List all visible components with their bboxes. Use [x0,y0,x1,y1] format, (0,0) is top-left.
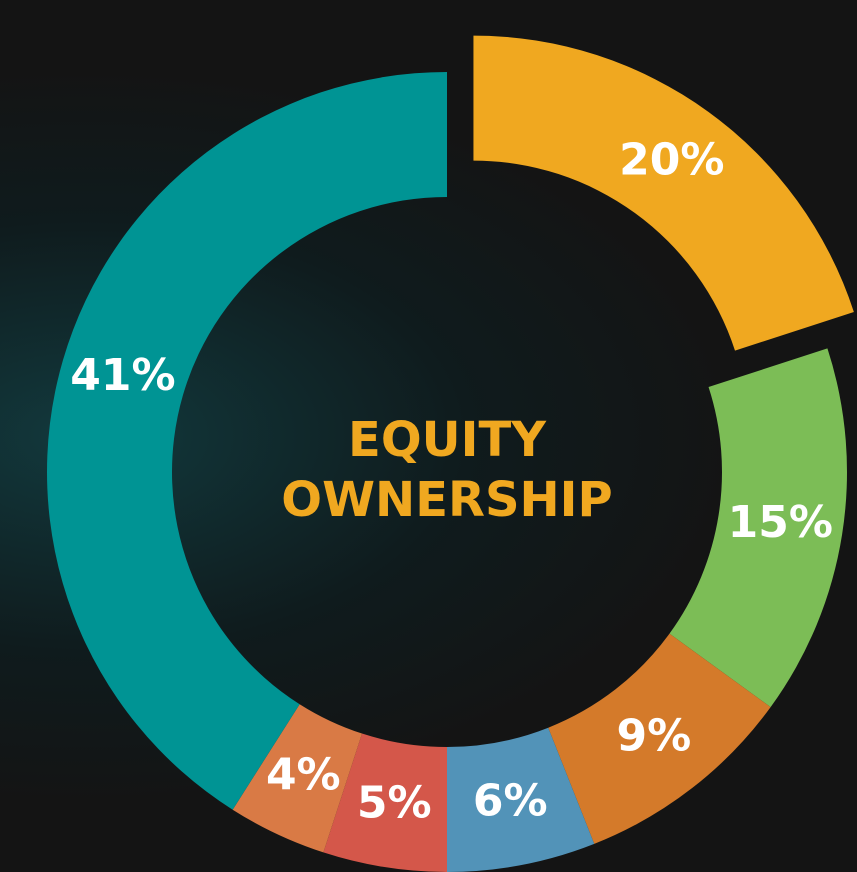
data-label: 6% [473,776,548,827]
data-label: 4% [266,749,341,800]
data-label: 15% [728,497,833,548]
data-label: 41% [70,350,175,401]
donut-segment [447,727,595,872]
donut-segment [232,704,363,853]
data-label: 9% [617,711,692,762]
donut-segment [323,733,447,872]
donut-segment [548,633,771,844]
data-label: 5% [357,777,432,828]
donut-segment [669,348,847,708]
chart-title: EQUITY OWNERSHIP [281,412,613,528]
donut-segment [47,72,447,810]
data-label: 20% [619,135,724,186]
donut-segment [473,35,854,351]
